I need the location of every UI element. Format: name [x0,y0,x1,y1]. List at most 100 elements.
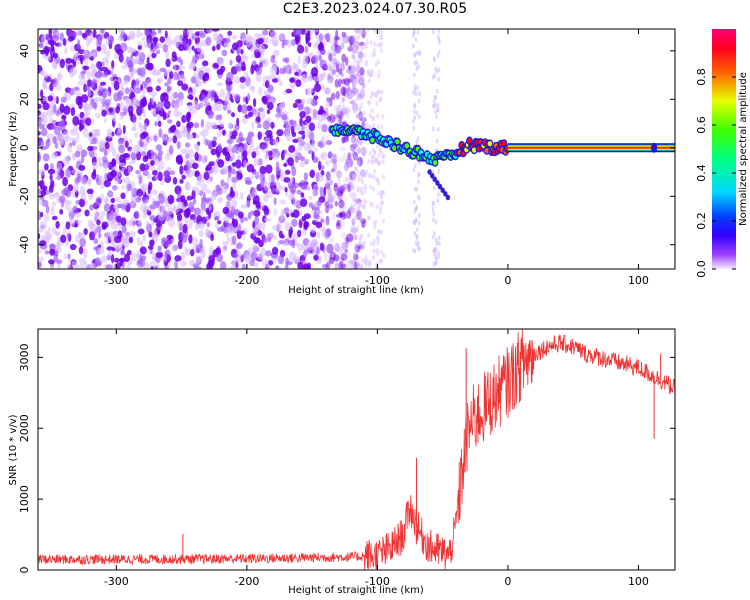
spectrogram-cell [227,30,232,36]
spectrogram-cell [367,215,371,221]
spectrogram-cell [49,82,54,92]
spectrogram-cell [368,113,372,119]
y-tick-label: -20 [18,187,31,205]
spectrogram-cell [103,203,111,213]
spectrogram-cell [417,179,420,185]
spectrogram-cell [283,177,291,183]
spectrogram-cell [156,50,160,55]
spectrogram-cell [186,121,194,128]
spectrogram-cell [96,219,101,226]
spectrogram-cell [39,240,47,247]
spectrogram-cell [119,29,126,32]
spectrogram-cell [92,168,97,177]
spectrogram-cell [150,41,154,50]
spectrogram-cell [375,157,378,163]
spectrogram-cell [416,136,420,142]
spectrogram-cell [337,182,343,191]
spectrogram-cell [369,184,373,190]
spectrogram-cell [339,101,346,110]
spectrogram-cell [306,97,314,105]
y-tick-label: 1000 [18,485,31,513]
spectrogram-cell [124,140,129,148]
spectrogram-cell [350,90,356,97]
spectrogram-cell [180,71,184,80]
spectrogram-cell [96,35,101,45]
spectrogram-cell [86,177,91,186]
spectrogram-cell [136,236,141,246]
spectrogram-cell [58,195,66,204]
spectrogram-cell [281,208,285,215]
spectrogram-cell [176,213,183,222]
spectrogram-cell [230,98,234,103]
spectrogram-cell [181,233,188,243]
spectrogram-cell [209,194,217,201]
spectrogram-cell [374,92,378,98]
spectrogram-cell [352,151,359,161]
spectrogram-cell [130,189,135,195]
spectrogram-cell [352,108,356,114]
spectrogram-cell [327,203,334,209]
spectrogram-cell [323,253,327,263]
spectrogram-cell [222,206,230,215]
spectrogram-cell [321,229,328,238]
spectrogram-cell [147,102,152,111]
ridge-point [487,141,493,147]
spectrogram-cell [162,112,167,121]
spectrogram-cell [233,76,241,84]
spectrogram-cell [382,253,386,259]
spectrogram-cell [331,168,335,173]
spectrogram-cell [324,159,328,165]
spectrogram-cell [50,124,55,130]
spectrogram-cell [50,206,55,216]
spectrogram-cell [354,29,361,34]
spectrogram-cell [154,121,158,127]
spectrogram-cell [62,176,68,187]
spectrogram-cell [156,78,161,84]
spectrogram-cell [151,154,156,162]
spectrogram-cell [152,169,158,176]
spectrogram-cell [167,85,172,92]
spectrogram-cell [95,128,100,138]
spectrogram-cell [355,64,361,73]
spectrogram-cell [164,82,169,87]
spectrogram-cell [298,138,305,144]
spectrogram-cell [255,238,259,244]
y-tick-label: 3000 [18,343,31,371]
spectrogram-cell [98,85,104,92]
spectrogram-cell [301,73,309,83]
spectrogram-cell [83,50,88,55]
spectrogram-cell [59,103,65,113]
spectrogram-cell [142,109,147,118]
spectrogram-cell [74,137,79,143]
spectrogram-cell [342,34,349,44]
spectrogram-cell [292,182,300,189]
spectrogram-cell [364,172,368,178]
spectrogram-cell [241,263,246,269]
spectrogram-cell [273,235,277,240]
spectrogram-cell [215,222,219,230]
spectrogram-cell [107,251,112,256]
spectrogram-cell [68,87,75,96]
spectrogram-cell [310,239,318,244]
spectrogram-cell [436,138,439,144]
spectrogram-cell [157,120,162,127]
spectrogram-cell [355,142,359,148]
spectrogram-cell [361,245,365,251]
spectrogram-cell [382,190,386,196]
spectrogram-cell [325,261,331,269]
spectrogram-cell [291,239,296,249]
spectrogram-cell [377,73,380,79]
spectrogram-cell [96,46,102,52]
spectrogram-cell [217,57,225,64]
spectrogram-cell [130,72,134,80]
spectrogram-cell [40,211,44,218]
spectrogram-cell [374,29,378,34]
spectrogram-cell [293,124,301,131]
spectrogram-cell [325,205,330,214]
spectrogram-cell [295,241,300,247]
spectrogram-cell [217,159,225,168]
spectrogram-cell [350,152,354,158]
spectrogram-cell [101,221,109,229]
spectrogram-cell [352,138,355,144]
y-tick-label: 20 [18,92,31,106]
